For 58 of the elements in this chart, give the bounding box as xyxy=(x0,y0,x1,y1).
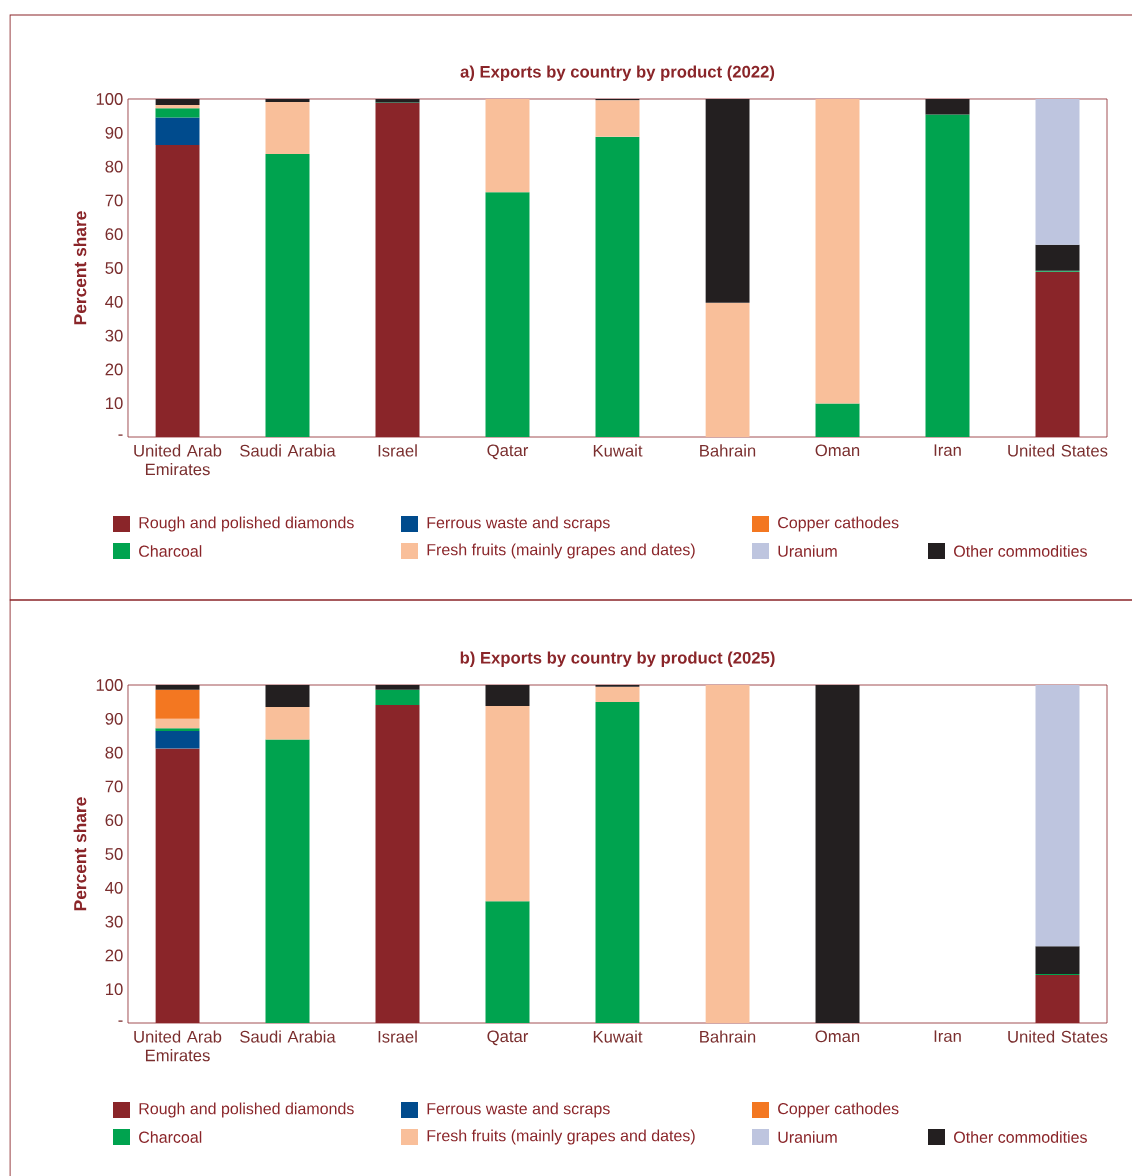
x-tick-label: Kuwait xyxy=(593,444,643,457)
x-tick-label: Saudi Arabia xyxy=(240,444,336,457)
x-tick-label: Israel xyxy=(378,444,417,457)
legend-label: Uranium xyxy=(778,545,837,557)
x-tick-label: United Arab Emirates xyxy=(134,1030,222,1062)
y-axis-title: Percent share xyxy=(73,211,87,325)
legend-label: Charcoal xyxy=(139,545,202,557)
y-tick-label: 100 xyxy=(96,93,123,105)
y-tick-label: 10 xyxy=(106,397,123,410)
x-tick-label: Israel xyxy=(378,1030,417,1043)
legend-label: Ferrous waste and scraps xyxy=(427,1102,610,1118)
x-tick-label: Qatar xyxy=(487,444,529,460)
x-tick-label: United Arab Emirates xyxy=(134,444,222,476)
x-tick-label: Bahrain xyxy=(700,444,756,457)
y-tick-label: 30 xyxy=(105,329,123,342)
y-tick-label: 70 xyxy=(105,194,123,207)
y-tick-label: 20 xyxy=(105,949,123,962)
x-tick-label: United States xyxy=(1008,444,1108,457)
legend-label: Other commodities xyxy=(954,1131,1087,1143)
x-tick-label: Iran xyxy=(934,1030,961,1043)
y-tick-label: 80 xyxy=(105,746,123,759)
x-tick-label: Kuwait xyxy=(593,1030,643,1043)
y-tick-label: 60 xyxy=(105,814,123,827)
legend-label: Rough and polished diamonds xyxy=(139,516,354,532)
x-tick-label: United States xyxy=(1008,1030,1108,1043)
y-tick-label: 40 xyxy=(105,881,123,894)
y-axis-title: Percent share xyxy=(73,797,87,911)
legend-label: Uranium xyxy=(778,1131,837,1143)
y-tick-label: - xyxy=(118,1020,123,1022)
y-tick-label: 20 xyxy=(105,363,123,376)
legend-label: Charcoal xyxy=(139,1131,202,1143)
chart-title: b) Exports by country by product (2025) xyxy=(460,651,775,667)
y-tick-label: 50 xyxy=(105,848,123,860)
x-tick-label: Iran xyxy=(934,444,961,457)
y-tick-label: - xyxy=(118,434,123,436)
y-tick-label: 80 xyxy=(105,160,123,173)
x-tick-label: Oman xyxy=(815,1030,860,1043)
y-tick-label: 50 xyxy=(105,262,123,274)
legend-label: Rough and polished diamonds xyxy=(139,1102,354,1118)
y-tick-label: 70 xyxy=(105,780,123,793)
y-tick-label: 60 xyxy=(105,228,123,241)
y-tick-label: 90 xyxy=(105,712,123,725)
chart-title: a) Exports by country by product (2022) xyxy=(460,65,775,81)
y-tick-label: 100 xyxy=(96,679,123,691)
legend-label: Fresh fruits (mainly grapes and dates) xyxy=(427,1129,695,1145)
legend-label: Copper cathodes xyxy=(778,516,899,532)
x-tick-label: Qatar xyxy=(487,1030,529,1046)
y-tick-label: 40 xyxy=(105,295,123,308)
x-tick-label: Bahrain xyxy=(700,1030,756,1043)
y-tick-label: 30 xyxy=(105,915,123,928)
x-tick-label: Oman xyxy=(815,444,860,457)
legend-label: Ferrous waste and scraps xyxy=(427,516,610,532)
legend-label: Other commodities xyxy=(954,545,1087,557)
legend-label: Copper cathodes xyxy=(778,1102,899,1118)
x-tick-label: Saudi Arabia xyxy=(240,1030,336,1043)
legend-label: Fresh fruits (mainly grapes and dates) xyxy=(427,543,695,559)
y-tick-label: 10 xyxy=(106,983,123,996)
y-tick-label: 90 xyxy=(105,126,123,139)
